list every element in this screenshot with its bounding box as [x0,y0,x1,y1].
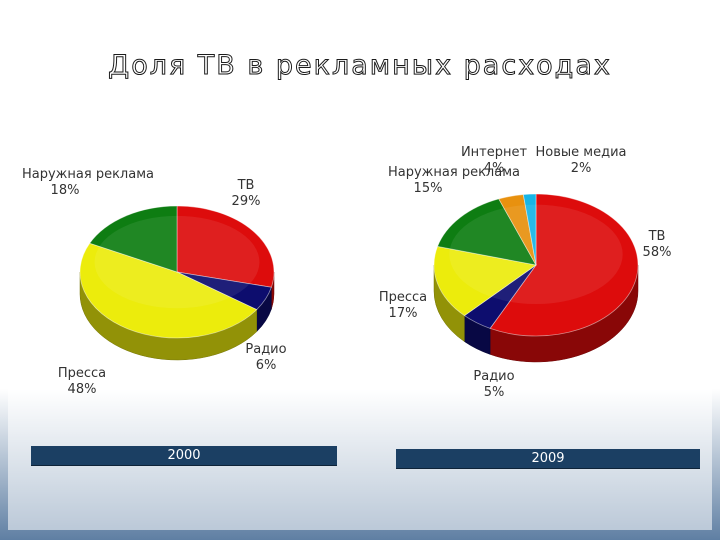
pie-0-slice-3 [89,205,178,273]
pie-chart-2009 [433,193,639,363]
pie-1-slice-3 [436,198,537,266]
label-2000-radio: Радио 6% [245,342,287,373]
year-bar-2000: 2000 [31,446,337,465]
year-bar-2009: 2009 [396,449,700,468]
label-2009-tv: ТВ 58% [642,229,672,260]
label-2000-press: Пресса 48% [57,366,107,397]
pie-chart-2000 [79,205,275,361]
pie-0-slice-2 [79,242,258,339]
label-2009-press: Пресса 17% [378,290,428,321]
label-2000-tv: ТВ 29% [231,178,261,209]
pie-0-highlight [94,215,260,309]
pie-1-highlight [449,204,623,305]
pie-1-slice-0 [489,193,639,337]
pie-1-slice-5 [522,193,537,266]
slide-title: Доля ТВ в рекламных расходах [108,50,612,82]
label-2009-new-media: Новые медиа 2% [535,145,627,176]
pie-0-slice-0 [176,205,275,288]
label-2000-outdoor: Наружная реклама 18% [22,167,154,198]
label-2009-internet: Интернет 4% [460,145,528,176]
label-2009-radio: Радио 5% [473,369,515,400]
label-2009-outdoor: Наружная реклама 15% [388,165,520,196]
pie-1-slice-2 [433,245,538,317]
